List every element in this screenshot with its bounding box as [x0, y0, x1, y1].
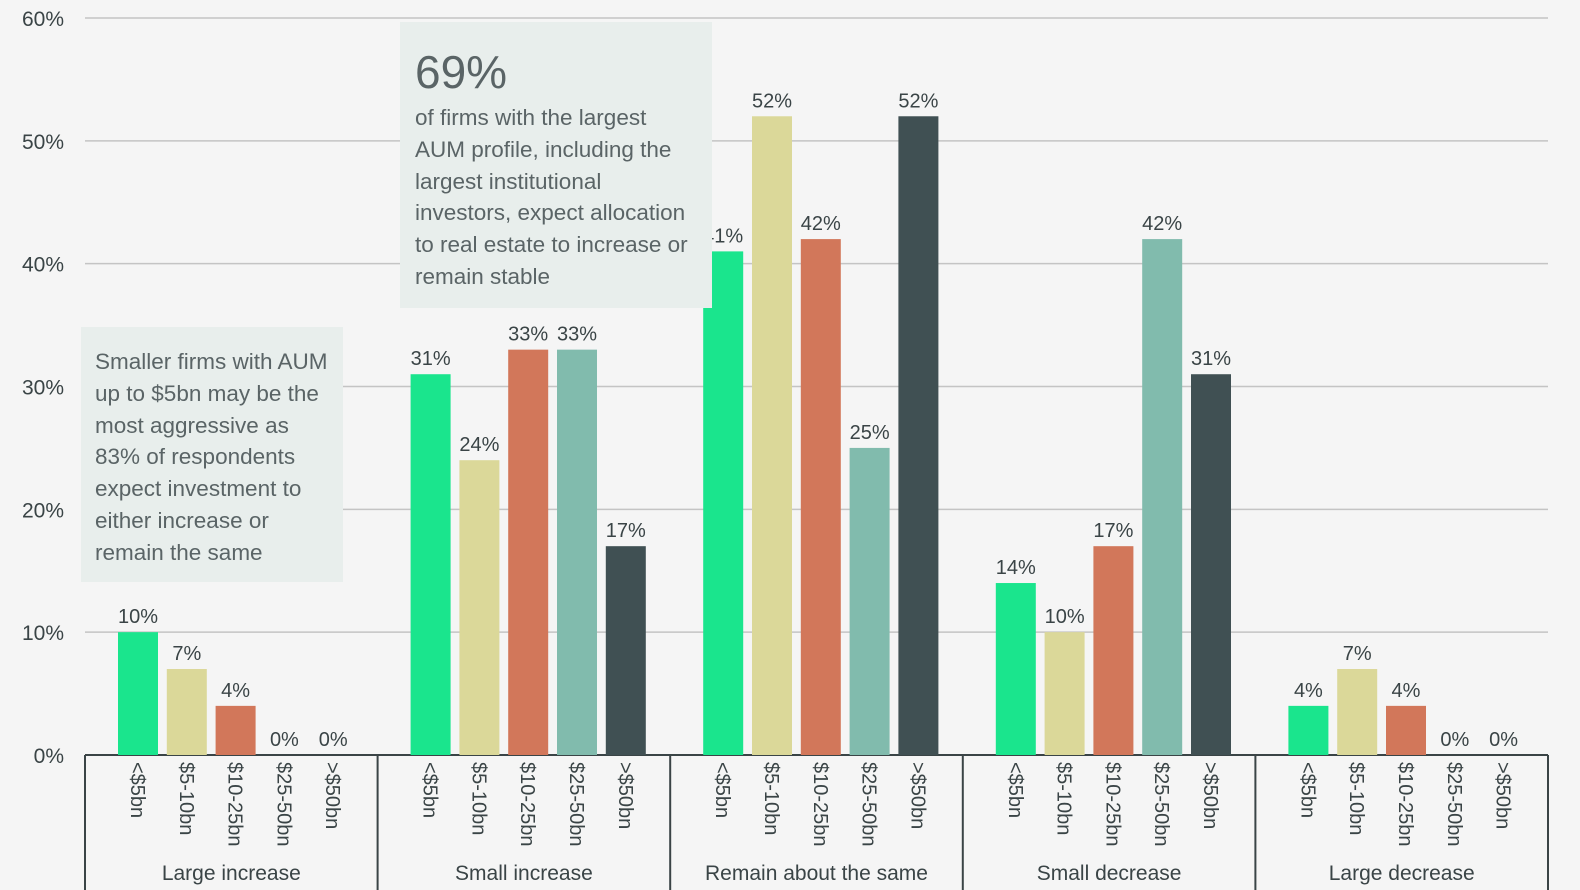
bar: [800, 239, 841, 756]
x-tick-label: >$50bn: [321, 762, 343, 829]
data-label: 31%: [1191, 348, 1231, 370]
group-label: Large increase: [162, 862, 301, 885]
data-label: 25%: [850, 422, 890, 444]
small-firms-callout: Smaller firms with AUM up to $5bn may be…: [81, 327, 343, 582]
bar: [605, 546, 646, 755]
data-label: 0%: [1440, 729, 1469, 751]
bar: [1386, 705, 1426, 755]
x-tick-label: <$5bn: [711, 762, 733, 818]
data-label: 31%: [411, 348, 451, 370]
bar: [508, 349, 549, 755]
data-label: 4%: [1392, 680, 1421, 702]
data-label: 42%: [801, 213, 841, 235]
data-label: 42%: [1142, 213, 1182, 235]
data-label: 10%: [118, 606, 158, 628]
data-label: 0%: [1489, 729, 1518, 751]
x-tick-label: $5-10bn: [1345, 762, 1367, 835]
x-tick-label: $25-50bn: [565, 762, 587, 847]
bar: [1288, 705, 1329, 755]
x-tick-label: >$50bn: [614, 762, 636, 829]
x-tick-label: $10-25bn: [516, 762, 538, 847]
bar: [459, 460, 500, 755]
x-tick-label: >$50bn: [1492, 762, 1514, 829]
highlight-callout: 69% of firms with the largest AUM profil…: [400, 22, 712, 308]
bar: [215, 705, 256, 755]
data-label: 17%: [606, 520, 646, 542]
x-tick-label: $10-25bn: [809, 762, 831, 847]
x-tick-label: $25-50bn: [1443, 762, 1465, 847]
x-tick-label: <$5bn: [419, 762, 441, 818]
data-label: 52%: [898, 90, 938, 112]
x-tick-label: $10-25bn: [1394, 762, 1416, 847]
bar: [1191, 374, 1231, 755]
bar: [849, 447, 890, 755]
data-label: 52%: [752, 90, 792, 112]
x-tick-label: $10-25bn: [224, 762, 246, 847]
group-label: Large decrease: [1329, 862, 1475, 885]
bar: [1142, 239, 1183, 756]
highlight-stat: 69%: [415, 46, 508, 98]
group-label: Remain about the same: [705, 862, 928, 885]
x-tick-label: >$50bn: [1199, 762, 1221, 829]
bar: [995, 583, 1036, 755]
x-tick-label: <$5bn: [1296, 762, 1318, 818]
bar: [557, 349, 597, 755]
y-tick-label: 10%: [22, 622, 64, 645]
y-tick-label: 20%: [22, 499, 64, 522]
y-tick-label: 60%: [22, 8, 64, 31]
data-label: 0%: [270, 729, 299, 751]
bar: [898, 116, 939, 756]
x-tick-label: $10-25bn: [1101, 762, 1123, 847]
data-label: 4%: [221, 680, 250, 702]
group-label: Small increase: [455, 862, 593, 885]
data-label: 33%: [508, 324, 548, 346]
data-label: 33%: [557, 324, 597, 346]
data-label: 7%: [1343, 643, 1372, 665]
data-label: 10%: [1045, 606, 1085, 628]
x-tick-label: $5-10bn: [175, 762, 197, 835]
x-tick-label: <$5bn: [126, 762, 148, 818]
x-tick-label: $25-50bn: [272, 762, 294, 847]
data-label: 7%: [172, 643, 201, 665]
data-label: 41%: [703, 225, 743, 247]
data-label: 17%: [1093, 520, 1133, 542]
highlight-text: of firms with the largest AUM profile, i…: [415, 105, 688, 289]
bar: [166, 669, 207, 755]
data-label: 14%: [996, 557, 1036, 579]
x-tick-label: <$5bn: [1004, 762, 1026, 818]
bar: [1044, 632, 1085, 755]
data-label: 0%: [319, 729, 348, 751]
x-tick-label: $25-50bn: [858, 762, 880, 847]
y-tick-label: 50%: [22, 131, 64, 154]
bar: [410, 374, 451, 755]
x-tick-label: >$50bn: [906, 762, 928, 829]
x-tick-label: $5-10bn: [760, 762, 782, 835]
x-tick-label: $5-10bn: [467, 762, 489, 835]
bar: [1337, 669, 1378, 755]
bar: [703, 251, 744, 755]
y-tick-label: 40%: [22, 254, 64, 277]
bar: [752, 116, 792, 756]
x-tick-label: $5-10bn: [1053, 762, 1075, 835]
data-label: 4%: [1294, 680, 1323, 702]
x-tick-label: $25-50bn: [1150, 762, 1172, 847]
bar: [1093, 546, 1134, 755]
y-tick-label: 0%: [34, 745, 64, 768]
group-label: Small decrease: [1037, 862, 1182, 885]
small-firms-text: Smaller firms with AUM up to $5bn may be…: [95, 349, 328, 565]
y-tick-label: 30%: [22, 377, 64, 400]
data-label: 24%: [459, 434, 499, 456]
bar: [118, 632, 158, 755]
